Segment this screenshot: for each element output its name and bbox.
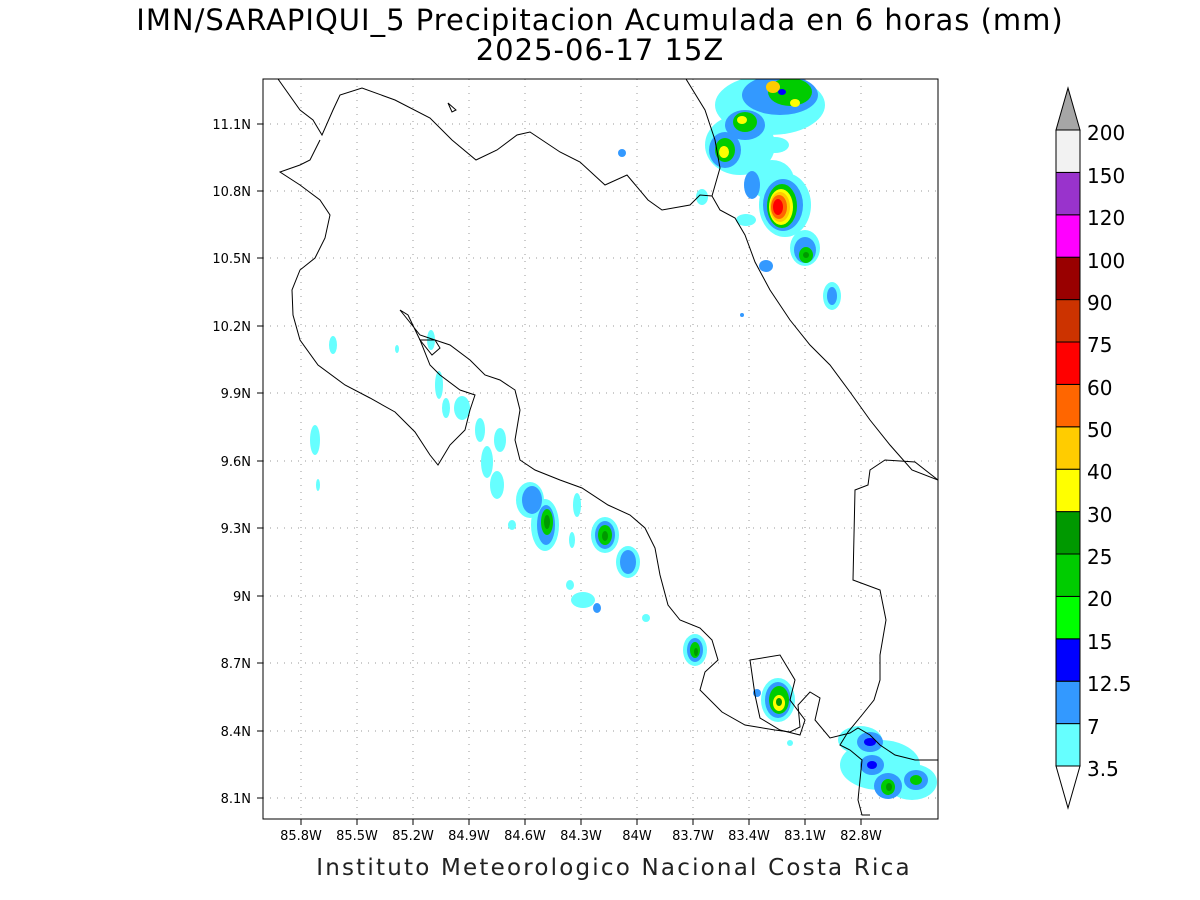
- colorbar-swatch: [1055, 171, 1081, 216]
- lon-tick-label: 82.8W: [840, 829, 882, 844]
- colorbar-swatch: [1055, 468, 1081, 513]
- colorbar-label: 25: [1087, 545, 1112, 569]
- lon-tick-label: 84.6W: [504, 829, 546, 844]
- colorbar-swatch: [1055, 680, 1081, 725]
- colorbar-swatch: [1055, 553, 1081, 597]
- lat-tick-label: 10.2N: [212, 320, 251, 335]
- colorbar-over-triangle: [1055, 86, 1081, 131]
- lat-tick-label: 10.8N: [212, 185, 251, 200]
- precipitation-field: [310, 79, 937, 800]
- lon-tick-label: 85.8W: [280, 829, 322, 844]
- colorbar-label: 30: [1087, 503, 1112, 527]
- lat-tick-label: 8.1N: [221, 792, 251, 807]
- lat-tick-label: 9N: [233, 590, 251, 605]
- colorbar-label: 200: [1087, 121, 1125, 145]
- colorbar-swatch: [1055, 256, 1081, 301]
- lat-tick-label: 9.6N: [221, 455, 251, 470]
- colorbar-label: 40: [1087, 460, 1112, 484]
- map-subtitle: 2025-06-17 15Z: [475, 33, 725, 67]
- colorbar-swatch: [1055, 129, 1081, 173]
- lon-tick-label: 83.7W: [672, 829, 714, 844]
- colorbar-under-triangle: [1055, 765, 1081, 810]
- coastline: [277, 79, 938, 816]
- lat-tick-label: 8.7N: [221, 657, 251, 672]
- lon-tick-label: 83.4W: [728, 829, 770, 844]
- colorbar-swatch: [1055, 511, 1081, 555]
- colorbar-legend: 3.5 7 12.5 15 20 25 30 40 50 60 75 90 10…: [1055, 86, 1132, 810]
- map-title: IMN/SARAPIQUI_5 Precipitacion Acumulada …: [136, 3, 1064, 37]
- colorbar-swatch: [1055, 341, 1081, 385]
- lat-tick-label: 9.3N: [221, 522, 251, 537]
- lon-tick-label: 84.9W: [448, 829, 490, 844]
- colorbar-label: 60: [1087, 376, 1112, 400]
- lon-tick-label: 85.5W: [336, 829, 378, 844]
- colorbar-label: 120: [1087, 206, 1125, 230]
- lon-tick-label: 84.3W: [560, 829, 602, 844]
- footer-credit: Instituto Meteorologico Nacional Costa R…: [316, 855, 912, 881]
- colorbar-label: 50: [1087, 418, 1112, 442]
- colorbar-label: 150: [1087, 164, 1125, 188]
- colorbar-label: 7: [1087, 715, 1100, 739]
- colorbar-label: 12.5: [1087, 672, 1132, 696]
- colorbar-swatch: [1055, 723, 1081, 767]
- colorbar-label: 20: [1087, 587, 1112, 611]
- lat-tick-label: 10.5N: [212, 252, 251, 267]
- colorbar-label: 75: [1087, 333, 1112, 357]
- lat-tick-label: 11.1N: [212, 118, 251, 133]
- lon-tick-label: 85.2W: [392, 829, 434, 844]
- lat-tick-label: 9.9N: [221, 387, 251, 402]
- colorbar-swatch: [1055, 595, 1081, 640]
- colorbar-label: 15: [1087, 630, 1112, 654]
- colorbar-swatch: [1055, 383, 1081, 428]
- lon-tick-label: 83.1W: [784, 829, 826, 844]
- colorbar-swatch: [1055, 426, 1081, 470]
- grid-lines: [263, 79, 938, 819]
- colorbar-swatch: [1055, 299, 1081, 343]
- plot-frame: [262, 78, 939, 820]
- colorbar-swatch: [1055, 638, 1081, 682]
- colorbar-label: 3.5: [1087, 757, 1119, 781]
- colorbar-label: 90: [1087, 291, 1112, 315]
- colorbar-label: 100: [1087, 249, 1125, 273]
- lat-tick-label: 8.4N: [221, 725, 251, 740]
- colorbar-swatch: [1055, 214, 1081, 258]
- lon-tick-label: 84W: [622, 829, 652, 844]
